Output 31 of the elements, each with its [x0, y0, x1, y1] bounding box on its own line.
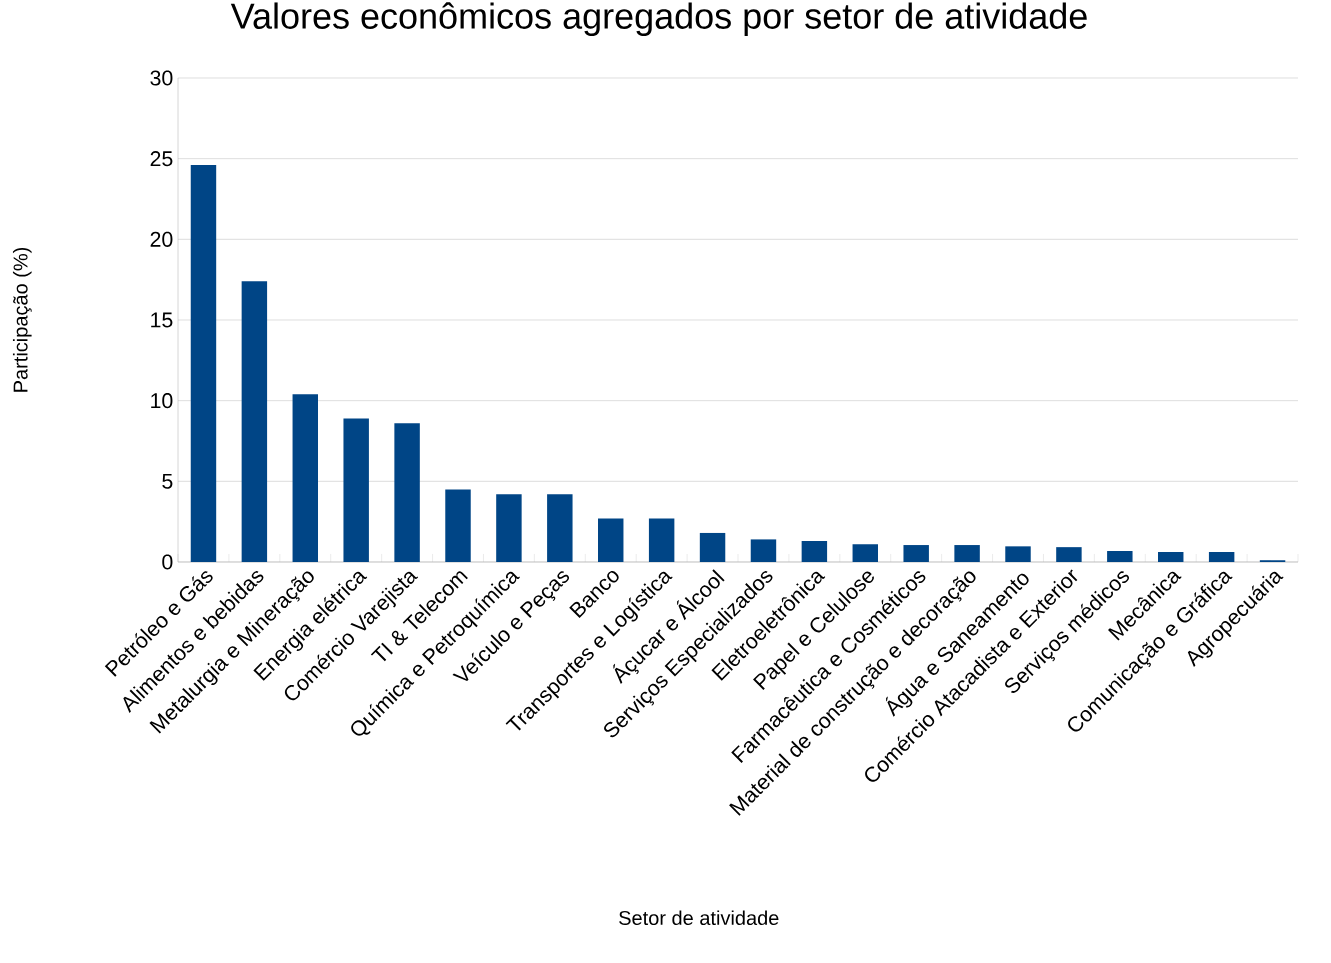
bar — [496, 494, 522, 562]
y-tick-label: 5 — [162, 473, 173, 489]
y-tick-label: 25 — [150, 151, 173, 167]
bar — [547, 494, 573, 562]
bar — [445, 489, 471, 562]
y-axis-title: Participação (%) — [12, 247, 32, 392]
bar — [1056, 547, 1082, 562]
y-tick-label: 20 — [150, 231, 173, 247]
bar — [1005, 546, 1031, 562]
bar — [343, 418, 369, 562]
bar — [699, 532, 726, 562]
bar — [1208, 551, 1235, 562]
bar — [750, 539, 777, 562]
y-tick-label: 30 — [150, 70, 173, 86]
bar — [1107, 551, 1133, 562]
y-tick-label: 15 — [151, 312, 173, 328]
bar — [954, 545, 980, 562]
bar — [801, 541, 828, 562]
bar — [852, 544, 879, 562]
bar — [1158, 551, 1184, 562]
bar — [394, 423, 420, 562]
bar — [241, 281, 268, 562]
y-tick-label: 10 — [151, 393, 173, 409]
bar — [648, 518, 675, 562]
x-axis-title: Setor de atividade — [619, 910, 779, 926]
bar — [598, 518, 624, 562]
y-tick-label: 0 — [162, 554, 173, 570]
chart-title: Valores econômicos agregados por setor de atividade — [230, 2, 1087, 37]
bar — [903, 545, 929, 562]
bar — [292, 394, 319, 562]
bar — [190, 165, 217, 562]
